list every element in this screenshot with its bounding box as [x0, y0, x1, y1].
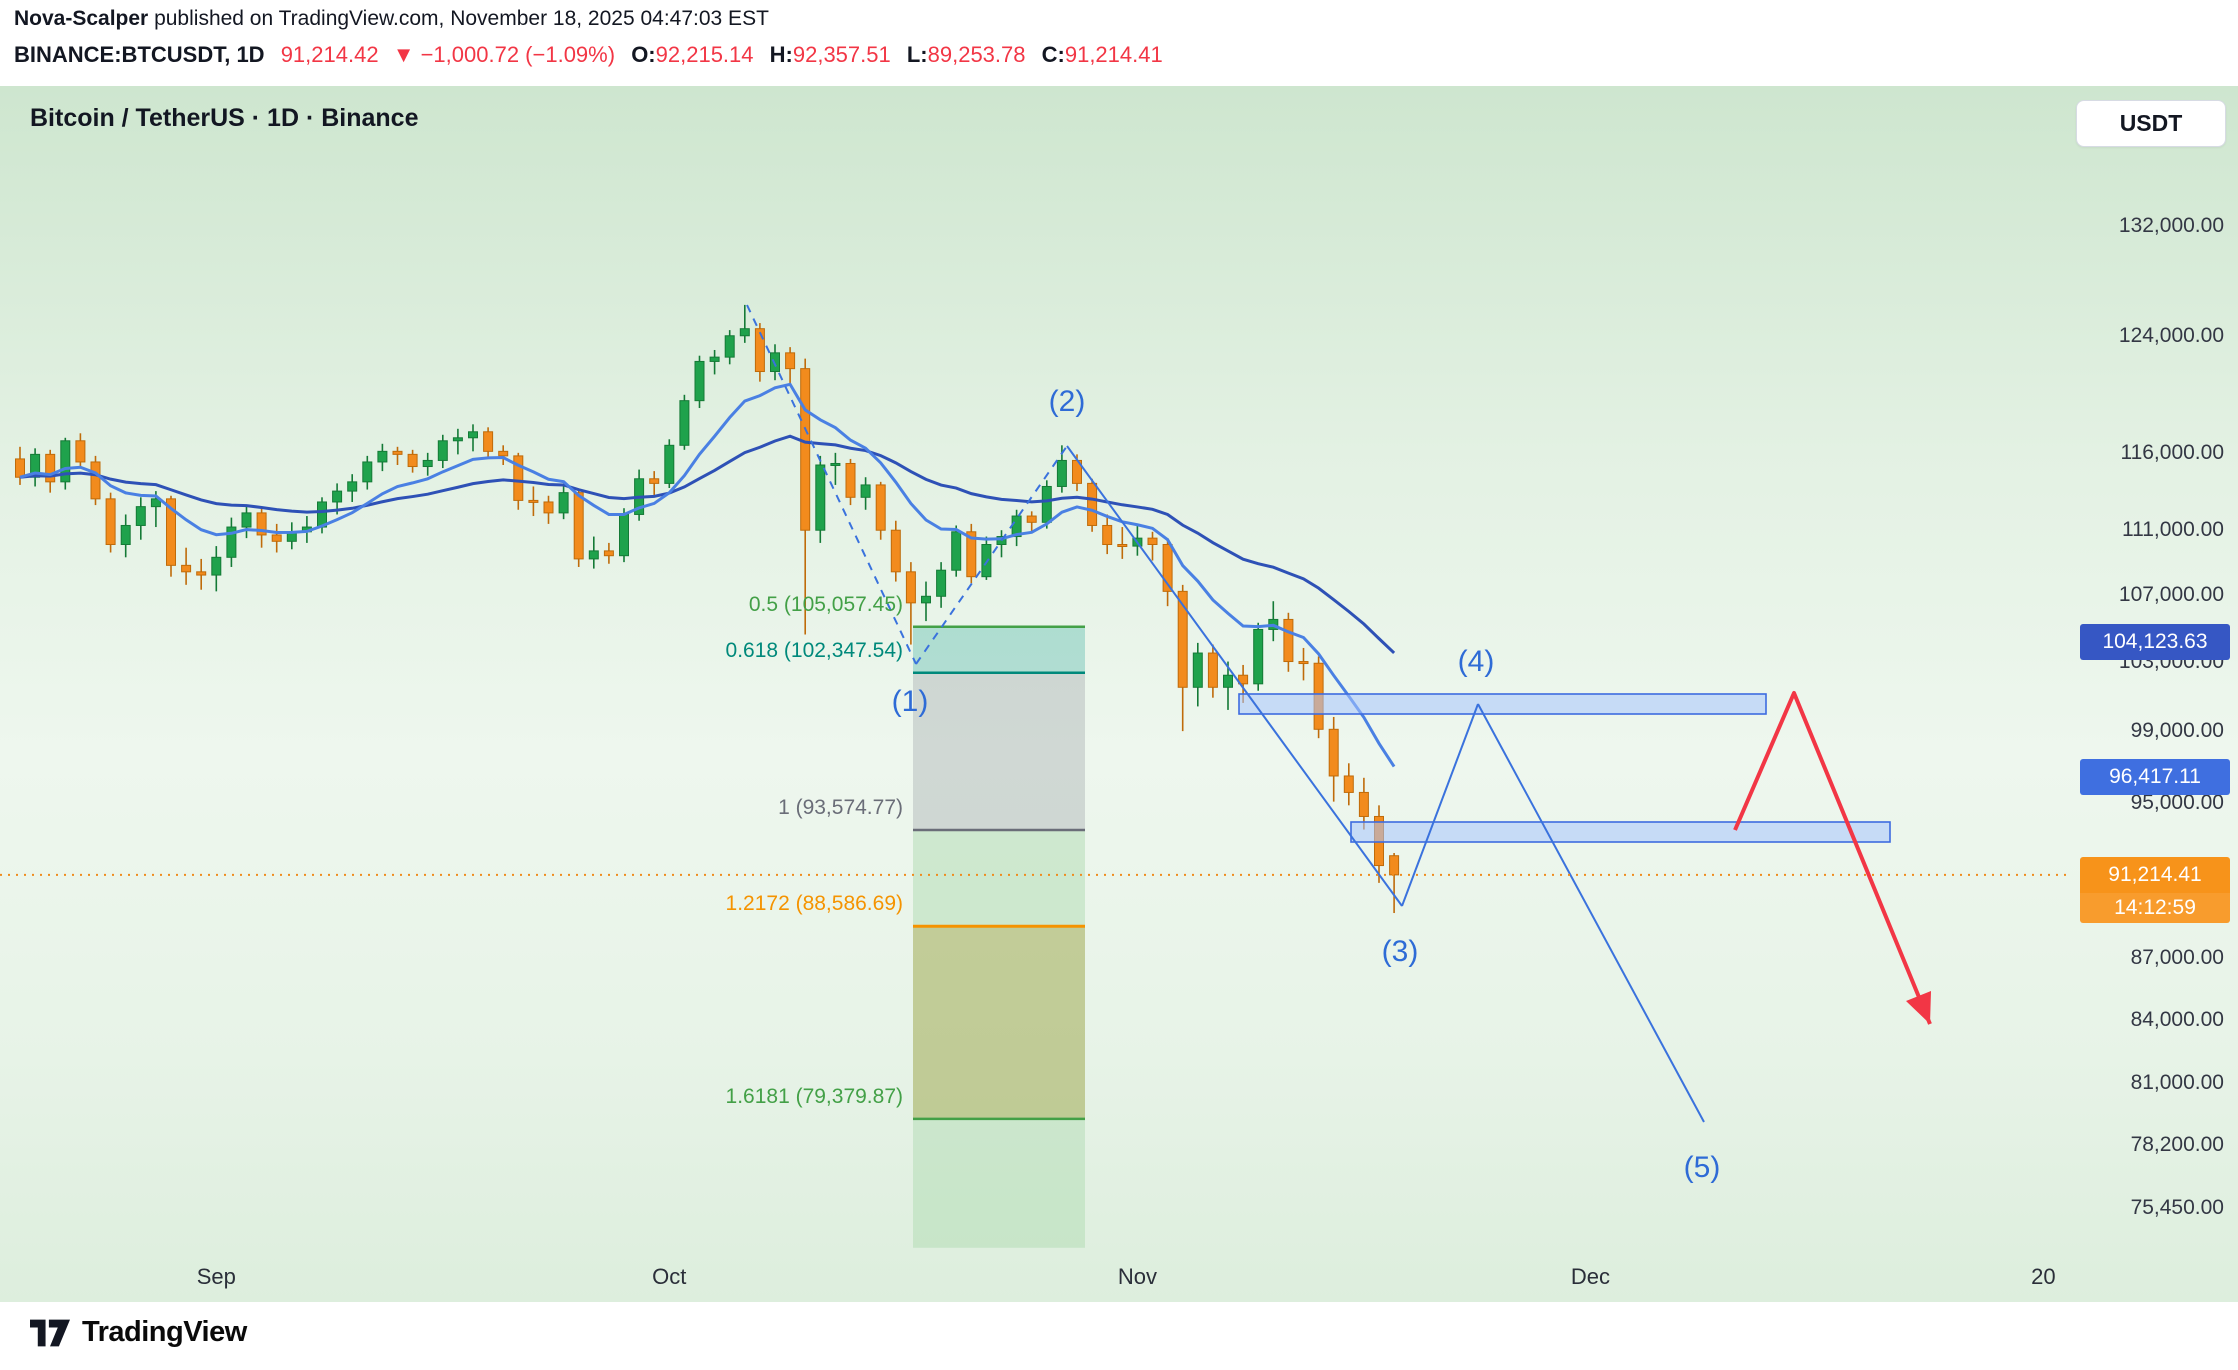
wave-label-1: (1) [891, 685, 929, 718]
badge-price: 104,123.63 [2080, 624, 2230, 661]
badge-price: 91,214.41 [2080, 856, 2230, 893]
ticker-line: BINANCE:BTCUSDT, 1D 91,214.42 ▼ −1,000.7… [14, 42, 1163, 68]
time-axis-label[interactable]: Nov [1117, 1264, 1157, 1289]
price-tick-label[interactable]: 75,450.00 [2130, 1196, 2224, 1219]
price-zone-rectangle[interactable] [1350, 821, 1891, 843]
ma-price-badge: 104,123.63 [2080, 624, 2230, 661]
projection-arrowhead [1906, 991, 1931, 1024]
ma-price-badge: 96,417.11 [2080, 759, 2230, 796]
fib-level-label: 0.618 (102,347.54) [725, 638, 903, 662]
fib-level-label: 1.2172 (88,586.69) [725, 892, 903, 916]
chart-symbol-title: Bitcoin / TetherUS · 1D · Binance [30, 104, 419, 132]
current-price-badge: 91,214.41 14:12:59 [2080, 856, 2230, 923]
wave-label-2: (2) [1048, 385, 1086, 418]
fib-level-label: 1.6181 (79,379.87) [725, 1084, 903, 1108]
ma-slow-line [19, 434, 1396, 655]
badge-price: 96,417.11 [2080, 759, 2230, 796]
page-footer: TradingView [0, 1302, 2238, 1370]
price-tick-label[interactable]: 116,000.00 [2120, 440, 2224, 464]
symbol-link[interactable]: BINANCE:BTCUSDT, 1D [14, 42, 265, 67]
time-axis-label[interactable]: Oct [652, 1264, 687, 1289]
low-label: L: [906, 42, 928, 67]
price-tick-label[interactable]: 87,000.00 [2130, 945, 2224, 969]
price-chart-canvas[interactable] [0, 86, 2238, 1302]
author-link[interactable]: Nova-Scalper [14, 7, 149, 30]
close-value: 91,214.41 [1064, 42, 1163, 67]
wave-trendline[interactable] [1401, 703, 1479, 907]
price-tick-label[interactable]: 132,000.00 [2118, 214, 2224, 237]
price-change: ▼ −1,000.72 (−1.09%) [392, 42, 616, 67]
price-tick-label[interactable]: 84,000.00 [2130, 1007, 2224, 1031]
price-tick-label[interactable]: 78,200.00 [2130, 1133, 2224, 1157]
wave-trendline[interactable] [1066, 445, 1403, 907]
currency-toggle-button[interactable]: USDT [2076, 100, 2226, 147]
page-header: Nova-Scalper published on TradingView.co… [0, 0, 2238, 86]
price-tick-label[interactable]: 99,000.00 [2130, 719, 2224, 743]
open-label: O: [631, 42, 656, 67]
candlesticks [15, 304, 1400, 914]
time-axis-label[interactable]: Sep [196, 1264, 236, 1289]
price-tick-label[interactable]: 95,000.00 [2130, 791, 2224, 815]
time-axis-label[interactable]: 20 [2031, 1264, 2056, 1289]
fib-extension[interactable] [913, 625, 1085, 1248]
price-tick-label[interactable]: 124,000.00 [2118, 323, 2224, 347]
published-text: published on TradingView.com, November 1… [148, 7, 769, 30]
wave-trendline-dashed[interactable] [746, 304, 917, 665]
price-tick-label[interactable]: 81,000.00 [2130, 1071, 2224, 1095]
time-axis-label[interactable]: Dec [1570, 1264, 1610, 1289]
candle-countdown: 14:12:59 [2080, 892, 2230, 923]
fib-level-label: 1 (93,574.77) [778, 796, 903, 820]
projection-arrow[interactable] [1733, 691, 1932, 1025]
wave-label-4: (4) [1457, 645, 1495, 678]
last-price: 91,214.42 [280, 42, 379, 67]
chart-area[interactable]: Bitcoin / TetherUS · 1D · Binance USDT 0… [0, 86, 2238, 1302]
low-value: 89,253.78 [927, 42, 1026, 67]
fib-level-label: 0.5 (105,057.45) [748, 592, 903, 616]
published-line: Nova-Scalper published on TradingView.co… [14, 7, 769, 31]
wave-label-3: (3) [1381, 935, 1419, 968]
wave-label-5: (5) [1683, 1151, 1721, 1184]
wave-trendline[interactable] [1477, 703, 1705, 1123]
tradingview-logo-icon [30, 1319, 70, 1346]
ma-fast-line [19, 382, 1396, 768]
price-zone-rectangle[interactable] [1238, 693, 1767, 715]
price-tick-label[interactable]: 111,000.00 [2122, 518, 2224, 542]
high-label: H: [769, 42, 793, 67]
price-tick-label[interactable]: 107,000.00 [2118, 582, 2224, 606]
tradingview-brand[interactable]: TradingView [30, 1316, 247, 1349]
close-label: C: [1041, 42, 1065, 67]
high-value: 92,357.51 [792, 42, 891, 67]
tradingview-brand-text: TradingView [82, 1316, 247, 1348]
open-value: 92,215.14 [655, 42, 754, 67]
